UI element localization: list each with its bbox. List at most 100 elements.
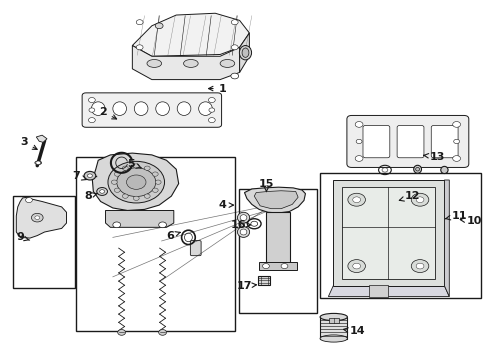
Bar <box>341 187 434 279</box>
Circle shape <box>452 156 460 161</box>
Polygon shape <box>254 191 298 209</box>
Ellipse shape <box>91 102 105 116</box>
Text: 10: 10 <box>459 216 481 226</box>
Bar <box>328 318 338 323</box>
Bar <box>368 285 387 297</box>
Text: 15: 15 <box>258 179 274 192</box>
Circle shape <box>97 188 107 195</box>
Circle shape <box>347 260 365 273</box>
Circle shape <box>281 264 287 269</box>
Circle shape <box>230 73 238 79</box>
Circle shape <box>354 156 362 161</box>
Text: 13: 13 <box>423 152 444 162</box>
Circle shape <box>133 164 139 168</box>
Bar <box>259 262 297 270</box>
Bar <box>320 173 480 298</box>
Circle shape <box>415 197 423 203</box>
Circle shape <box>152 172 158 176</box>
Circle shape <box>25 198 32 203</box>
Text: 7: 7 <box>72 171 86 181</box>
Circle shape <box>136 20 143 25</box>
Circle shape <box>84 171 96 180</box>
Circle shape <box>88 118 95 123</box>
Ellipse shape <box>183 59 198 67</box>
Circle shape <box>114 172 120 176</box>
Ellipse shape <box>413 165 421 173</box>
Circle shape <box>158 329 166 335</box>
FancyBboxPatch shape <box>362 126 389 158</box>
Text: 3: 3 <box>20 138 37 149</box>
Ellipse shape <box>220 59 234 67</box>
Circle shape <box>155 23 163 29</box>
Text: 14: 14 <box>343 326 365 336</box>
Circle shape <box>231 45 238 50</box>
Polygon shape <box>444 180 448 297</box>
Ellipse shape <box>239 45 251 60</box>
Bar <box>76 157 234 330</box>
Bar <box>265 212 290 266</box>
Text: 2: 2 <box>99 107 116 119</box>
Circle shape <box>89 108 95 112</box>
Bar <box>13 196 75 288</box>
Circle shape <box>415 263 423 269</box>
Ellipse shape <box>237 226 249 237</box>
Ellipse shape <box>320 335 346 342</box>
Ellipse shape <box>177 102 190 116</box>
Circle shape <box>410 193 428 206</box>
Circle shape <box>410 260 428 273</box>
Ellipse shape <box>415 167 419 171</box>
Circle shape <box>355 139 361 144</box>
Bar <box>238 189 316 313</box>
Circle shape <box>35 216 40 220</box>
FancyBboxPatch shape <box>396 126 423 158</box>
Circle shape <box>113 222 121 228</box>
Circle shape <box>126 175 146 189</box>
Ellipse shape <box>156 102 169 116</box>
Circle shape <box>208 108 214 112</box>
Circle shape <box>117 168 156 197</box>
Circle shape <box>347 193 365 206</box>
Polygon shape <box>16 197 66 238</box>
Polygon shape <box>132 13 249 56</box>
Text: 6: 6 <box>166 231 180 240</box>
Circle shape <box>155 180 161 184</box>
Circle shape <box>231 20 238 25</box>
Bar <box>332 180 444 286</box>
Circle shape <box>152 188 158 192</box>
Ellipse shape <box>237 212 249 223</box>
Circle shape <box>158 222 166 228</box>
Circle shape <box>136 45 143 50</box>
Circle shape <box>87 174 92 177</box>
Circle shape <box>36 161 41 165</box>
FancyBboxPatch shape <box>82 93 221 127</box>
Circle shape <box>133 196 139 201</box>
Polygon shape <box>92 153 178 211</box>
Bar <box>258 276 270 285</box>
Polygon shape <box>328 286 448 297</box>
Ellipse shape <box>35 161 41 165</box>
Polygon shape <box>105 211 173 227</box>
Ellipse shape <box>440 166 447 174</box>
Polygon shape <box>239 33 249 72</box>
Ellipse shape <box>198 102 212 116</box>
Circle shape <box>354 122 362 127</box>
Ellipse shape <box>134 102 148 116</box>
Circle shape <box>352 197 360 203</box>
Text: 4: 4 <box>218 200 233 210</box>
Circle shape <box>31 213 43 222</box>
Circle shape <box>111 180 117 184</box>
Text: 16: 16 <box>230 220 250 230</box>
Circle shape <box>452 122 460 127</box>
Circle shape <box>100 190 104 193</box>
Circle shape <box>88 98 95 103</box>
Polygon shape <box>36 135 47 142</box>
Ellipse shape <box>113 102 126 116</box>
Circle shape <box>118 329 125 335</box>
Text: 17: 17 <box>236 281 256 291</box>
Circle shape <box>122 166 128 170</box>
Circle shape <box>208 118 215 123</box>
Circle shape <box>208 98 215 103</box>
Text: 12: 12 <box>398 191 420 201</box>
Circle shape <box>144 194 150 198</box>
FancyBboxPatch shape <box>430 126 457 158</box>
